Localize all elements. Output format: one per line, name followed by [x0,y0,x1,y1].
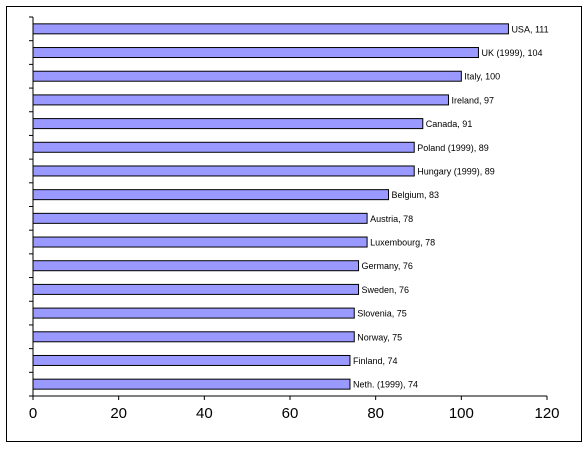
bar-label: UK (1999), 104 [481,48,542,58]
bar [32,236,368,248]
x-tick-label: 40 [196,405,213,422]
bar-label: Canada, 91 [426,119,473,129]
bar [32,70,462,82]
bar-label: Austria, 78 [370,214,413,224]
bar [32,331,355,343]
bar-label: Neth. (1999), 74 [353,380,418,390]
bar [32,189,390,201]
bar [32,94,449,106]
x-tick-label: 80 [367,405,384,422]
bar [32,23,509,35]
bar [32,141,415,153]
bar [32,165,415,177]
bar-label: Luxembourg, 78 [370,238,435,248]
bar-label: Germany, 76 [362,261,413,271]
bar-label: Norway, 75 [357,332,402,342]
x-tick-label: 0 [29,405,37,422]
bar-label: Ireland, 97 [451,95,494,105]
x-tick-label: 100 [449,405,474,422]
bar [32,47,479,59]
bar-label: Poland (1999), 89 [417,143,489,153]
bar [32,283,360,295]
bar [32,212,368,224]
bar-label: Finland, 74 [353,356,398,366]
bar-label: Slovenia, 75 [357,309,407,319]
bar-label: Hungary (1999), 89 [417,166,495,176]
bar [32,260,360,272]
x-tick-label: 120 [534,405,559,422]
bar-label: Belgium, 83 [392,190,440,200]
bar [32,118,424,130]
bar-label: Italy, 100 [464,72,500,82]
bar [32,307,355,319]
bar [32,378,351,390]
bar-label: Sweden, 76 [362,285,410,295]
x-tick-label: 60 [282,405,299,422]
x-tick-label: 20 [110,405,127,422]
bar [32,354,351,366]
bar-label: USA, 111 [511,24,548,34]
